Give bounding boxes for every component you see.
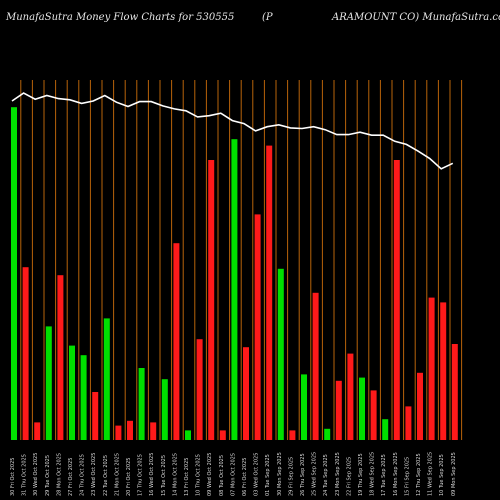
- money-flow-bar: [335, 380, 342, 440]
- money-flow-bar: [266, 145, 273, 440]
- x-tick-label: 01 Tue Sep 2025: [265, 454, 271, 496]
- x-tick-label: 06 Fri Oct 2025: [242, 458, 248, 496]
- money-flow-bar: [451, 344, 458, 440]
- money-flow-bar: [208, 160, 215, 440]
- x-tick-label: 17 Tue Sep 2025: [381, 454, 387, 496]
- money-flow-bar: [196, 339, 203, 440]
- x-tick-label: 11 Wed Sep 2025: [428, 452, 434, 496]
- x-tick-label: 08 Tue Oct 2025: [219, 455, 225, 496]
- x-tick-label: 17 Thu Oct 2025: [138, 454, 144, 496]
- money-flow-bar: [92, 392, 99, 440]
- x-tick-label: 09 Mon Sep 2025: [451, 452, 457, 496]
- money-flow-bar: [22, 267, 29, 440]
- x-tick-label: 18 Wed Sep 2025: [370, 452, 376, 496]
- money-flow-bar: [69, 345, 75, 440]
- x-tick-label: 12 Thu Sep 2025: [416, 453, 422, 496]
- money-flow-bar: [161, 379, 168, 440]
- money-flow-bar: [289, 430, 296, 440]
- x-tick-label: 20 Fri Oct 2025: [126, 458, 132, 496]
- chart-title-right: ARAMOUNT CO) MunafaSutra.com: [332, 12, 500, 23]
- x-tick-label: 22 Fri Sep 2025: [346, 457, 352, 496]
- x-tick-label: 16 Mon Sep 2025: [393, 452, 399, 496]
- money-flow-bar: [359, 377, 365, 440]
- x-tick-label: 15 Fri Sep 2025: [404, 457, 410, 496]
- x-tick-label: 15 Tue Oct 2025: [161, 455, 167, 496]
- money-flow-bar: [324, 428, 331, 440]
- money-flow-bar: [115, 425, 122, 440]
- x-tick-label: 29 Fri Sep 2025: [288, 457, 294, 496]
- x-tick-label: 07 Mon Oct 2025: [230, 453, 236, 496]
- x-tick-label: 30 Wed Oct 2025: [33, 453, 39, 496]
- money-flow-bar: [382, 419, 389, 440]
- chart-title-middle: (P: [262, 12, 273, 23]
- x-tick-label: 30 Mon Sep 2025: [277, 452, 283, 496]
- x-tick-label: 28 Mon Oct 2025: [56, 453, 62, 496]
- money-flow-bar: [277, 268, 284, 440]
- money-flow-bar: [127, 420, 133, 440]
- money-flow-bar: [185, 430, 191, 440]
- money-flow-bar: [312, 292, 319, 440]
- x-tick-label: 23 Wed Oct 2025: [91, 453, 97, 496]
- money-flow-bar: [370, 390, 377, 440]
- x-tick-label: 29 Tue Oct 2025: [45, 455, 51, 496]
- x-tick-label: 31 Thu Oct 2025: [22, 454, 28, 496]
- money-flow-bar: [347, 353, 354, 440]
- money-flow-bar: [11, 107, 17, 440]
- money-flow-bar: [45, 326, 52, 440]
- money-flow-bar: [405, 406, 412, 440]
- x-tick-label: 19 Thu Sep 2025: [358, 453, 364, 496]
- x-tick-label: 14 Mon Oct 2025: [172, 453, 178, 496]
- x-tick-label: 24 Thu Oct 2025: [80, 454, 86, 496]
- x-tick-label: 30 Fri Oct 2025: [10, 458, 16, 496]
- x-tick-label: 23 Mon Sep 2025: [335, 452, 341, 496]
- money-flow-bar: [254, 214, 261, 440]
- money-flow-bar: [301, 374, 307, 440]
- x-tick-label: 26 Thu Sep 2025: [300, 453, 306, 496]
- x-tick-label: 09 Wed Oct 2025: [207, 453, 213, 496]
- money-flow-bar: [393, 160, 400, 440]
- money-flow-bar: [243, 347, 249, 440]
- money-flow-bar: [231, 139, 238, 440]
- money-flow-bar: [57, 275, 64, 440]
- x-tick-label: 24 Tue Sep 2025: [323, 454, 329, 496]
- money-flow-bar: [150, 422, 157, 440]
- money-flow-bar: [440, 302, 447, 440]
- x-tick-label: 25 Wed Sep 2025: [312, 452, 318, 496]
- x-tick-label: 16 Wed Oct 2025: [149, 453, 155, 496]
- money-flow-bar: [103, 318, 110, 440]
- money-flow-bar: [417, 372, 423, 440]
- x-tick-label: 10 Thu Oct 2025: [196, 454, 202, 496]
- money-flow-bar: [138, 368, 145, 440]
- money-flow-bar: [34, 422, 41, 440]
- x-tick-label: 27 Fri Oct 2025: [68, 458, 74, 496]
- x-tick-label: 22 Tue Oct 2025: [103, 455, 109, 496]
- x-tick-label: 03 Wed Oct 2025: [254, 453, 260, 496]
- x-tick-label: 10 Tue Sep 2025: [439, 454, 445, 496]
- money-flow-bar: [219, 430, 226, 440]
- x-tick-label: 21 Mon Oct 2025: [114, 453, 120, 496]
- money-flow-bar: [428, 297, 435, 440]
- x-tick-label: 13 Fri Oct 2025: [184, 458, 190, 496]
- chart-title-left: MunafaSutra Money Flow Charts for 530555: [6, 12, 235, 23]
- money-flow-bar: [173, 243, 180, 440]
- money-flow-bar: [80, 355, 87, 440]
- price-line: [11, 92, 454, 170]
